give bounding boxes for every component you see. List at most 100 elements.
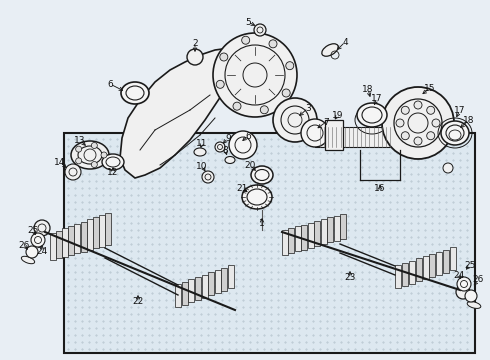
- Text: 15: 15: [424, 84, 436, 93]
- Text: 26: 26: [472, 275, 484, 284]
- Polygon shape: [120, 48, 242, 178]
- Bar: [325, 120, 343, 150]
- Polygon shape: [409, 261, 415, 284]
- Text: 20: 20: [245, 161, 256, 170]
- Circle shape: [220, 53, 228, 61]
- Circle shape: [286, 62, 294, 70]
- Polygon shape: [422, 256, 428, 279]
- Polygon shape: [315, 127, 395, 147]
- Polygon shape: [436, 252, 442, 275]
- Polygon shape: [99, 215, 105, 247]
- Bar: [64, 133, 475, 353]
- Text: 6: 6: [245, 131, 251, 140]
- Ellipse shape: [225, 157, 235, 163]
- Ellipse shape: [22, 256, 35, 264]
- Circle shape: [260, 106, 269, 114]
- Polygon shape: [87, 220, 93, 250]
- Polygon shape: [208, 273, 214, 296]
- Text: 8: 8: [222, 145, 228, 154]
- Circle shape: [26, 246, 38, 258]
- Polygon shape: [228, 265, 234, 288]
- Text: 23: 23: [344, 274, 356, 283]
- Polygon shape: [314, 221, 320, 246]
- Circle shape: [282, 89, 290, 97]
- Polygon shape: [215, 270, 221, 293]
- Polygon shape: [443, 249, 449, 273]
- Text: 11: 11: [196, 139, 208, 148]
- Circle shape: [75, 158, 82, 164]
- Polygon shape: [62, 229, 68, 257]
- Circle shape: [443, 163, 453, 173]
- Polygon shape: [295, 226, 301, 251]
- Ellipse shape: [194, 148, 206, 156]
- Circle shape: [414, 101, 422, 109]
- Polygon shape: [327, 217, 333, 242]
- Text: 12: 12: [107, 167, 119, 176]
- Text: 5: 5: [245, 18, 251, 27]
- Text: 14: 14: [54, 158, 66, 166]
- Polygon shape: [74, 224, 80, 253]
- Polygon shape: [93, 217, 99, 248]
- Ellipse shape: [357, 103, 387, 127]
- Text: 4: 4: [342, 37, 348, 46]
- Text: 21: 21: [236, 184, 247, 193]
- Text: 13: 13: [74, 135, 86, 144]
- Circle shape: [456, 285, 470, 299]
- Ellipse shape: [242, 185, 272, 209]
- Circle shape: [187, 49, 203, 65]
- Text: 26: 26: [18, 240, 30, 249]
- Circle shape: [254, 24, 266, 36]
- Circle shape: [427, 132, 435, 140]
- Circle shape: [65, 164, 81, 180]
- Polygon shape: [429, 254, 436, 277]
- Circle shape: [91, 143, 98, 148]
- Polygon shape: [175, 284, 181, 307]
- Text: 3: 3: [305, 104, 311, 112]
- Text: 19: 19: [332, 111, 344, 120]
- Polygon shape: [105, 213, 111, 245]
- Text: 17: 17: [371, 94, 383, 103]
- Polygon shape: [402, 263, 408, 286]
- Circle shape: [382, 87, 454, 159]
- Polygon shape: [188, 279, 194, 302]
- Circle shape: [396, 119, 404, 127]
- Polygon shape: [50, 233, 56, 260]
- Ellipse shape: [441, 121, 469, 145]
- Polygon shape: [320, 219, 327, 244]
- Polygon shape: [334, 216, 340, 240]
- Ellipse shape: [71, 141, 109, 169]
- Text: 24: 24: [36, 248, 48, 256]
- Text: 6: 6: [107, 80, 113, 89]
- Ellipse shape: [251, 166, 273, 184]
- Circle shape: [31, 233, 45, 247]
- Circle shape: [401, 132, 409, 140]
- Polygon shape: [395, 265, 401, 288]
- Text: 24: 24: [453, 270, 465, 279]
- Circle shape: [233, 102, 241, 110]
- Text: 22: 22: [132, 297, 144, 306]
- Ellipse shape: [467, 302, 481, 309]
- Circle shape: [401, 106, 409, 114]
- Text: 18: 18: [463, 116, 475, 125]
- Polygon shape: [289, 228, 294, 253]
- Text: 9: 9: [225, 134, 231, 143]
- Circle shape: [101, 152, 107, 158]
- Circle shape: [34, 220, 50, 236]
- Circle shape: [216, 80, 224, 88]
- Circle shape: [457, 277, 471, 291]
- Polygon shape: [416, 258, 421, 282]
- Circle shape: [213, 33, 297, 117]
- Circle shape: [202, 171, 214, 183]
- Ellipse shape: [322, 44, 338, 56]
- Circle shape: [215, 142, 225, 152]
- Text: 18: 18: [362, 85, 374, 94]
- Polygon shape: [68, 226, 74, 255]
- Ellipse shape: [102, 154, 124, 170]
- Polygon shape: [308, 223, 314, 248]
- Circle shape: [242, 36, 250, 44]
- Circle shape: [432, 119, 440, 127]
- Circle shape: [427, 106, 435, 114]
- Text: 1: 1: [259, 219, 265, 228]
- Polygon shape: [450, 247, 456, 270]
- Polygon shape: [201, 275, 207, 298]
